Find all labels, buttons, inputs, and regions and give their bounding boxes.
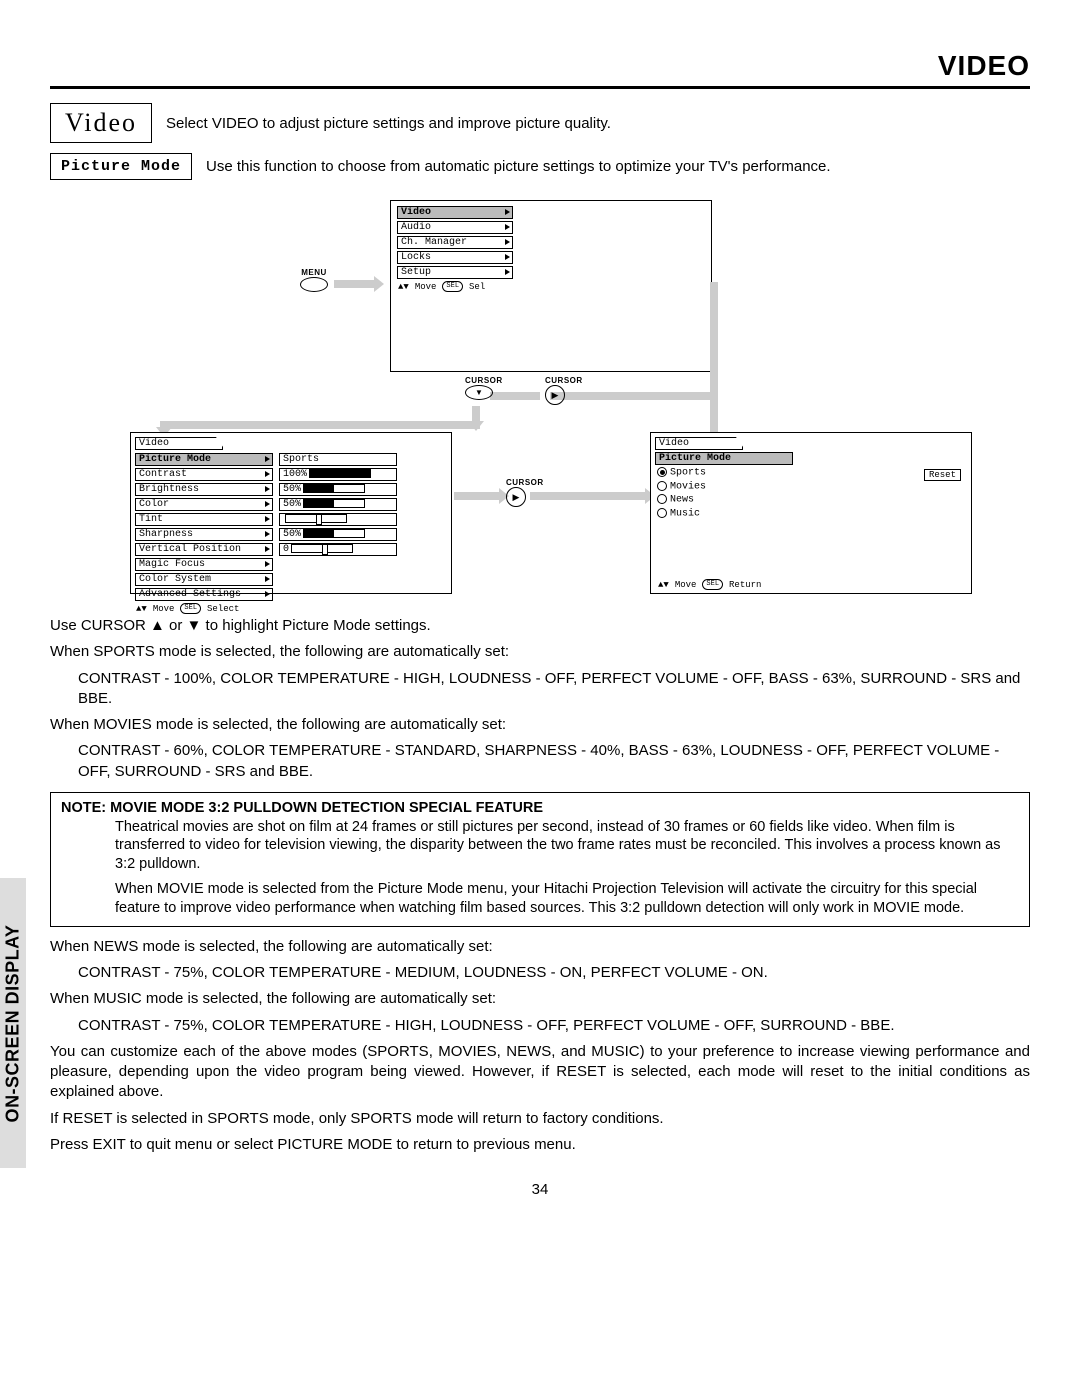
picture-mode-panel-title: Video (655, 437, 743, 450)
video-settings-panel: Video Picture Mode Sports Contrast 100% Brig… (130, 432, 452, 594)
page-number: 34 (50, 1181, 1030, 1198)
video-setting-row: Magic Focus (135, 558, 273, 571)
body-text: Use CURSOR ▲ or ▼ to highlight Picture M… (50, 616, 1030, 1155)
video-setting-value: 0 (279, 543, 397, 556)
video-setting-row: Brightness (135, 483, 273, 496)
cursor-right-icon: ▶ (506, 487, 526, 507)
video-setting-row: Vertical Position (135, 543, 273, 556)
reset-note: If RESET is selected in SPORTS mode, onl… (50, 1109, 1030, 1129)
note-title: MOVIE MODE 3:2 PULLDOWN DETECTION SPECIA… (110, 800, 543, 816)
picture-mode-option[interactable]: Movies (657, 481, 965, 493)
movies-intro: When MOVIES mode is selected, the follow… (50, 715, 1030, 735)
video-setting-value (279, 513, 397, 526)
main-menu-item: Locks (397, 251, 513, 264)
reset-button[interactable]: Reset (924, 469, 961, 481)
exit-note: Press EXIT to quit menu or select PICTUR… (50, 1135, 1030, 1155)
cursor-right-icon: ▶ (545, 385, 565, 405)
video-box-label: Video (50, 103, 152, 143)
video-setting-row: Advanced Settings (135, 588, 273, 601)
video-settings-footer: ▲▼Move SEL Select (133, 602, 449, 615)
side-tab: ON-SCREEN DISPLAY (0, 878, 26, 1168)
picture-mode-panel: Video Picture Mode Sports MoviesNews Music… (650, 432, 972, 594)
video-setting-value: 50% (279, 483, 397, 496)
sports-detail: CONTRAST - 100%, COLOR TEMPERATURE - HIG… (50, 669, 1030, 710)
menu-button-label: MENU (300, 268, 328, 277)
movies-detail: CONTRAST - 60%, COLOR TEMPERATURE - STAN… (50, 741, 1030, 782)
note-label: NOTE: (61, 800, 106, 816)
video-setting-row: Color (135, 498, 273, 511)
note-paragraph: Theatrical movies are shot on film at 24… (115, 818, 1019, 875)
video-setting-value: Sports (279, 453, 397, 466)
video-description: Select VIDEO to adjust picture settings … (166, 115, 611, 132)
menu-flow-diagram: MENU Video Audio Ch. Manager Locks Setup… (90, 196, 1030, 596)
picture-mode-option[interactable]: Music (657, 508, 965, 520)
section-header: VIDEO (50, 50, 1030, 89)
menu-button-icon (300, 277, 328, 292)
picture-mode-footer: ▲▼Move SEL Return (655, 578, 764, 591)
main-menu-item: Setup (397, 266, 513, 279)
side-tab-label: ON-SCREEN DISPLAY (3, 924, 24, 1122)
picture-mode-option[interactable]: Sports (657, 467, 965, 479)
cursor-down-icon: ▼ (465, 385, 493, 400)
cursor-label: CURSOR (506, 478, 544, 487)
cursor-instruction: Use CURSOR ▲ or ▼ to highlight Picture M… (50, 616, 1030, 636)
video-setting-row: Sharpness (135, 528, 273, 541)
music-intro: When MUSIC mode is selected, the followi… (50, 989, 1030, 1009)
note-box: NOTE: MOVIE MODE 3:2 PULLDOWN DETECTION … (50, 792, 1030, 927)
main-menu-panel: Video Audio Ch. Manager Locks Setup ▲▼Mo… (390, 200, 712, 372)
video-setting-row: Picture Mode (135, 453, 273, 466)
news-detail: CONTRAST - 75%, COLOR TEMPERATURE - MEDI… (50, 963, 1030, 983)
note-paragraph: When MOVIE mode is selected from the Pic… (115, 880, 1019, 918)
main-menu-footer: ▲▼Move SEL Sel (395, 280, 515, 293)
news-intro: When NEWS mode is selected, the followin… (50, 937, 1030, 957)
cursor-label: CURSOR (545, 376, 583, 385)
picture-mode-box-label: Picture Mode (50, 153, 192, 180)
picture-mode-description: Use this function to choose from automat… (206, 158, 831, 175)
cursor-label: CURSOR (465, 376, 503, 385)
main-menu-item: Video (397, 206, 513, 219)
sports-intro: When SPORTS mode is selected, the follow… (50, 642, 1030, 662)
video-setting-value: 50% (279, 528, 397, 541)
video-settings-title: Video (135, 437, 223, 450)
picture-mode-option[interactable]: News (657, 494, 965, 506)
main-menu-item: Audio (397, 221, 513, 234)
music-detail: CONTRAST - 75%, COLOR TEMPERATURE - HIGH… (50, 1016, 1030, 1036)
video-setting-row: Color System (135, 573, 273, 586)
video-setting-row: Tint (135, 513, 273, 526)
main-menu-item: Ch. Manager (397, 236, 513, 249)
video-setting-row: Contrast (135, 468, 273, 481)
picture-mode-subtitle: Picture Mode (655, 452, 793, 465)
customize-text: You can customize each of the above mode… (50, 1042, 1030, 1103)
video-setting-value: 100% (279, 468, 397, 481)
video-setting-value: 50% (279, 498, 397, 511)
